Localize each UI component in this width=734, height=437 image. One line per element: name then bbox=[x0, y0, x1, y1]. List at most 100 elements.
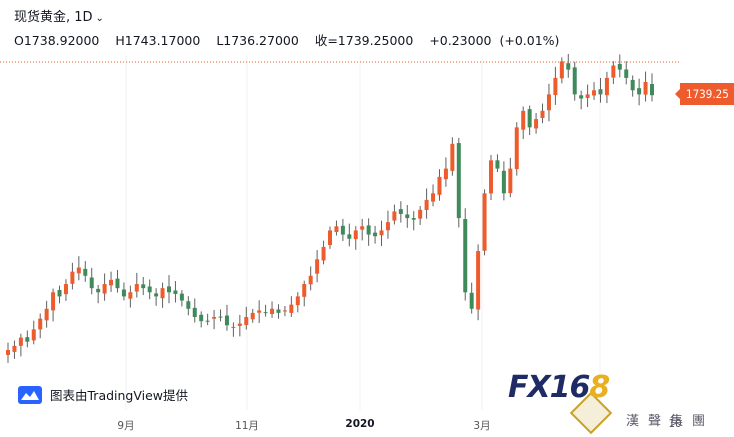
x-tick-label: 9月 bbox=[117, 420, 135, 432]
candle-body bbox=[392, 211, 397, 221]
candle-body bbox=[598, 89, 603, 95]
candle-body bbox=[559, 61, 564, 79]
candle-body bbox=[263, 312, 268, 314]
candle-body bbox=[495, 160, 500, 169]
candle-body bbox=[353, 230, 358, 240]
candle-body bbox=[360, 226, 365, 230]
candle-body bbox=[18, 337, 23, 346]
candle-body bbox=[115, 278, 120, 289]
candle-body bbox=[212, 317, 217, 319]
candle-body bbox=[173, 290, 178, 294]
candle-body bbox=[76, 267, 81, 274]
candle-body bbox=[592, 90, 597, 96]
candle-body bbox=[566, 63, 571, 70]
candle-body bbox=[186, 301, 191, 309]
candle-body bbox=[121, 289, 126, 297]
candle-body bbox=[617, 63, 622, 70]
candle-body bbox=[476, 251, 481, 310]
candle-body bbox=[102, 284, 107, 294]
candle-body bbox=[96, 288, 101, 293]
candle-body bbox=[224, 315, 229, 326]
candle-body bbox=[83, 268, 88, 276]
candle-body bbox=[57, 289, 62, 297]
candle-body bbox=[514, 127, 519, 170]
instrument-label: 现货黄金, 1D bbox=[14, 10, 93, 25]
candle-body bbox=[12, 345, 17, 352]
change-value: +0.23000 bbox=[429, 33, 492, 48]
candle-body bbox=[482, 193, 487, 251]
candle-body bbox=[109, 279, 114, 286]
candle-body bbox=[553, 77, 558, 95]
candle-body bbox=[373, 232, 378, 237]
candles bbox=[6, 53, 654, 363]
candle-body bbox=[585, 94, 590, 98]
candle-body bbox=[237, 323, 242, 326]
candle-body bbox=[450, 143, 455, 171]
candle-body bbox=[366, 225, 371, 235]
candle-body bbox=[154, 293, 159, 297]
candle-body bbox=[546, 94, 551, 111]
candle-body bbox=[630, 79, 635, 91]
candle-body bbox=[579, 95, 584, 99]
candle-body bbox=[270, 308, 275, 314]
open-value: O1738.92000 bbox=[14, 33, 100, 48]
candle-body bbox=[385, 222, 390, 231]
candle-body bbox=[205, 320, 210, 322]
candle-body bbox=[192, 307, 197, 318]
candle-body bbox=[431, 193, 436, 202]
candle-body bbox=[521, 110, 526, 130]
candle-body bbox=[244, 317, 249, 325]
x-tick-label: 10 bbox=[668, 418, 682, 430]
low-value: L1736.27000 bbox=[216, 33, 299, 48]
candle-body bbox=[128, 292, 133, 299]
candle-body bbox=[489, 160, 493, 194]
close-value: 收=1739.25000 bbox=[314, 33, 414, 48]
ohlc-readout: O1738.92000 H1743.17000 L1736.27000 收=17… bbox=[14, 30, 571, 49]
candle-body bbox=[167, 286, 171, 293]
candle-body bbox=[379, 230, 384, 236]
candle-body bbox=[611, 65, 616, 78]
chevron-down-icon[interactable]: ⌄ bbox=[95, 13, 104, 24]
candle-body bbox=[218, 316, 223, 318]
last-price-badge: 1739.25 bbox=[675, 83, 734, 105]
candle-body bbox=[302, 284, 307, 297]
candle-body bbox=[650, 84, 654, 96]
candle-body bbox=[282, 310, 287, 312]
high-value: H1743.17000 bbox=[115, 33, 201, 48]
candle-body bbox=[179, 293, 184, 301]
candle-body bbox=[411, 218, 416, 220]
watermark-subtitle: 漢聲集團 bbox=[626, 414, 715, 429]
candle-body bbox=[70, 271, 75, 284]
candle-body bbox=[418, 209, 423, 219]
candle-body bbox=[199, 314, 204, 322]
candle-body bbox=[443, 168, 448, 180]
chart-title[interactable]: 现货黄金, 1D ⌄ bbox=[14, 6, 104, 25]
candle-body bbox=[527, 109, 532, 128]
candle-body bbox=[134, 284, 139, 292]
candle-body bbox=[63, 284, 68, 295]
candle-body bbox=[347, 234, 352, 239]
change-pct-value: (+0.01%) bbox=[499, 33, 560, 48]
tradingview-credit[interactable]: 图表由TradingView提供 bbox=[18, 385, 188, 404]
candle-body bbox=[295, 296, 300, 306]
candle-body bbox=[315, 259, 320, 274]
candle-body bbox=[89, 277, 94, 289]
candle-body bbox=[44, 308, 49, 321]
candle-body bbox=[328, 230, 332, 246]
candle-body bbox=[147, 286, 152, 293]
candle-body bbox=[463, 219, 468, 293]
candle-body bbox=[231, 326, 236, 328]
candle-body bbox=[25, 337, 30, 342]
candle-body bbox=[572, 67, 577, 95]
x-tick-label: 3月 bbox=[473, 420, 491, 432]
candle-body bbox=[437, 176, 442, 195]
candle-body bbox=[321, 246, 326, 261]
candle-body bbox=[257, 310, 262, 313]
candle-body bbox=[6, 350, 10, 355]
candle-body bbox=[534, 119, 539, 129]
candle-body bbox=[424, 199, 429, 210]
candle-body bbox=[508, 168, 513, 194]
candle-body bbox=[289, 304, 294, 313]
candle-body bbox=[31, 329, 36, 341]
